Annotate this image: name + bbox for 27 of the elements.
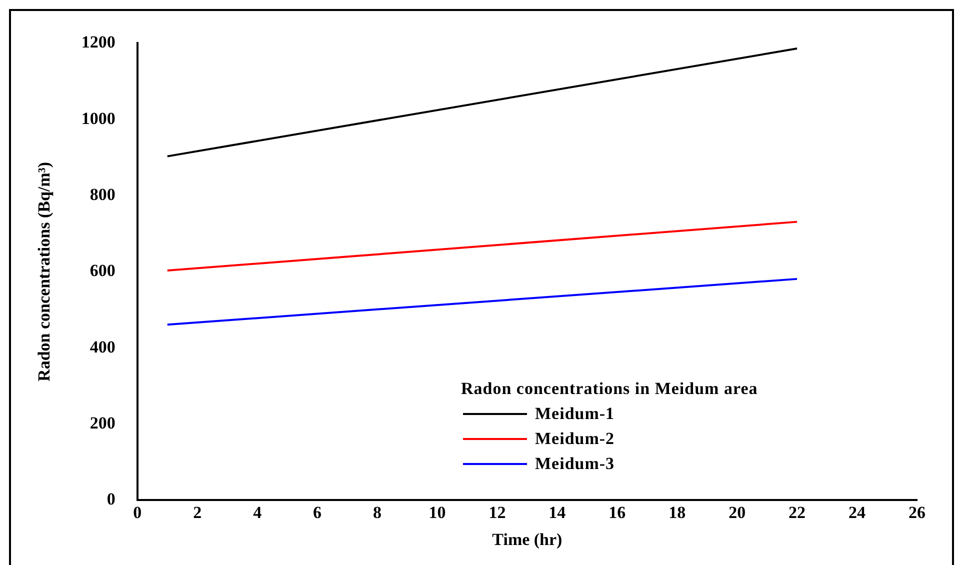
x-tick-label: 18: [668, 502, 686, 522]
x-tick-label: 4: [253, 502, 262, 522]
y-tick-label: 600: [90, 261, 116, 280]
y-tick-label: 0: [106, 490, 116, 509]
x-tick-label: 24: [848, 502, 866, 522]
x-tick-label: 8: [373, 502, 382, 522]
x-tick-label: 20: [728, 502, 746, 522]
y-tick-label: 400: [90, 337, 116, 356]
y-tick-label: 1000: [81, 108, 116, 128]
y-tick-label: 1200: [81, 32, 116, 52]
y-tick-label: 200: [90, 413, 116, 432]
x-tick-label: 16: [608, 502, 626, 522]
x-axis-title: Time (hr): [492, 530, 562, 550]
legend-label: Meidum-2: [535, 428, 615, 448]
x-tick-label: 12: [488, 502, 506, 522]
y-tick-label: 800: [90, 184, 116, 204]
legend-label: Meidum-1: [535, 404, 615, 424]
x-tick-label: 10: [428, 502, 446, 522]
y-axis-title: Radon concentrations (Bq/m³): [34, 162, 54, 382]
legend-label: Meidum-3: [535, 454, 615, 474]
x-tick-label: 26: [908, 502, 926, 522]
x-tick-label: 6: [313, 502, 322, 522]
legend-title: Radon concentrations in Meidum area: [461, 379, 758, 399]
x-tick-label: 22: [788, 502, 806, 522]
x-tick-label: 2: [193, 502, 202, 522]
x-tick-label: 14: [548, 502, 566, 522]
x-tick-label: 0: [133, 502, 142, 522]
